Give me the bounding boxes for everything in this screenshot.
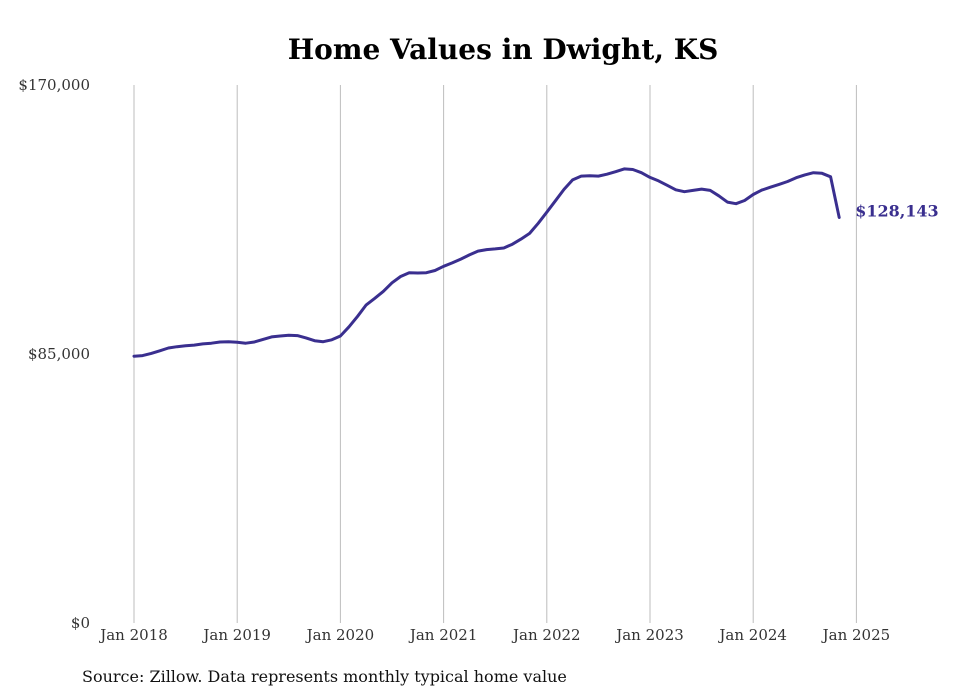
x-tick-label: Jan 2019: [201, 626, 271, 644]
y-tick-label: $170,000: [18, 76, 90, 94]
end-value-label: $128,143: [855, 201, 939, 220]
y-axis: $0 $85,000 $170,000: [18, 76, 90, 632]
x-tick-label: Jan 2023: [614, 626, 684, 644]
x-tick-label: Jan 2018: [98, 626, 168, 644]
x-tick-label: Jan 2021: [408, 626, 478, 644]
x-tick-label: Jan 2025: [821, 626, 891, 644]
x-tick-label: Jan 2020: [305, 626, 375, 644]
chart-title: Home Values in Dwight, KS: [288, 33, 719, 66]
x-tick-label: Jan 2024: [717, 626, 787, 644]
x-tick-label: Jan 2022: [511, 626, 581, 644]
series-layer: [132, 167, 841, 358]
series-line-0: [132, 167, 841, 358]
gridlines: [133, 85, 857, 623]
source-note: Source: Zillow. Data represents monthly …: [82, 667, 567, 686]
x-axis: Jan 2018 Jan 2019 Jan 2020 Jan 2021 Jan 2022…: [98, 626, 890, 644]
y-tick-label: $0: [71, 614, 90, 632]
y-tick-label: $85,000: [28, 345, 90, 363]
